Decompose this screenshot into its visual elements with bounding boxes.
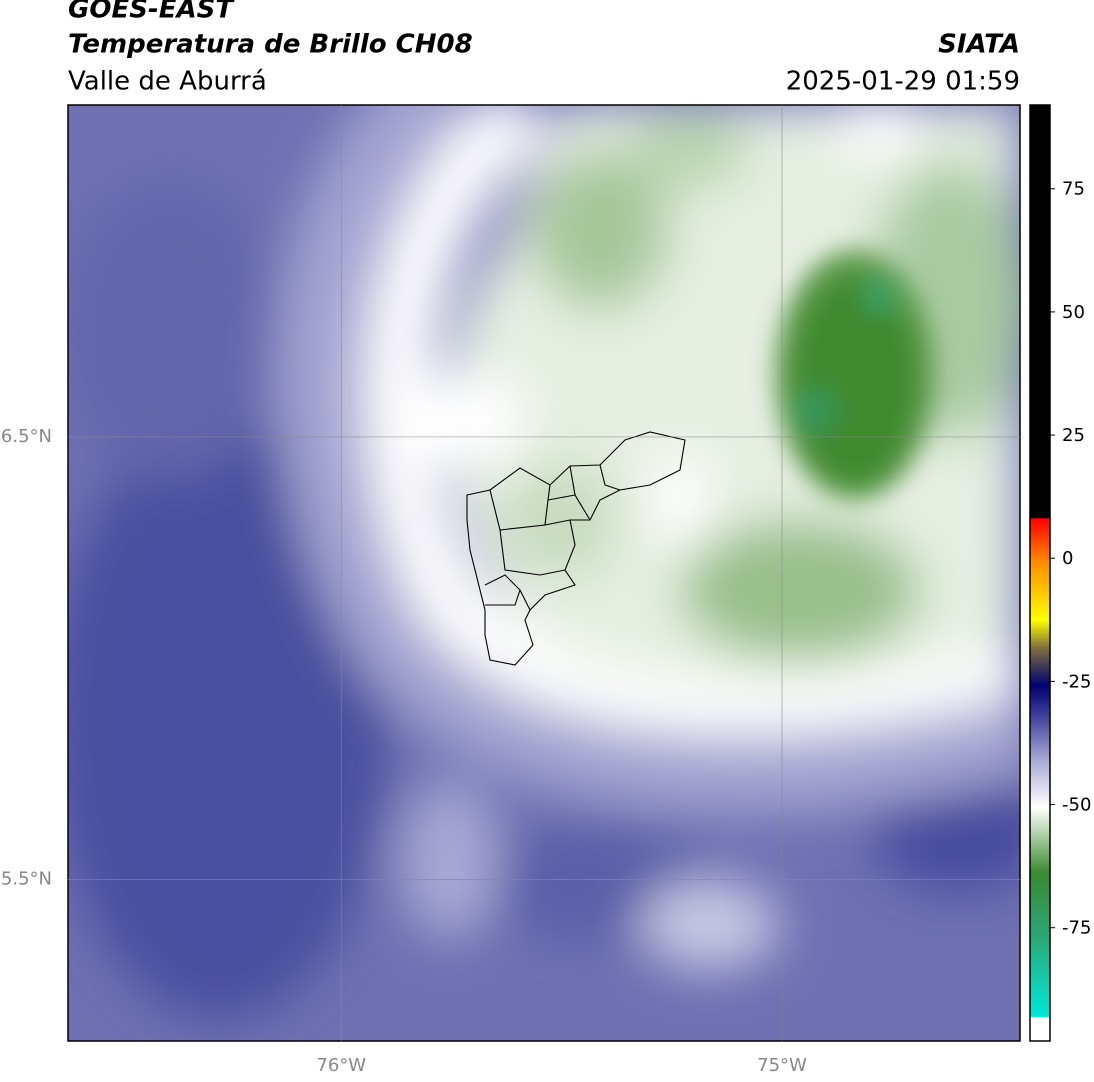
colorbar-tick-label: -50 [1062, 795, 1091, 816]
lon-tick-label: 76°W [316, 1055, 366, 1076]
axes: 76°W 75°W 6.5°N 5.5°N 75 50 25 0 -25 -50 -75 [1, 105, 1091, 1076]
colorbar-tick-label: 25 [1062, 425, 1085, 446]
colorbar-tick-label: -75 [1062, 918, 1091, 939]
product: Temperatura de Brillo CH08 [68, 30, 473, 60]
map-frame [67, 104, 1021, 1042]
satellite: GOES-EAST [68, 0, 235, 25]
source: SIATA [938, 30, 1020, 60]
colorbar-tick-label: 0 [1062, 548, 1073, 569]
lat-tick-label: 6.5°N [1, 426, 52, 447]
colorbar-tick-label: -25 [1062, 671, 1091, 692]
datetime: 2025-01-29 01:59 [786, 67, 1020, 97]
colorbar [1029, 104, 1051, 1042]
lon-tick-label: 75°W [757, 1055, 807, 1076]
satellite-image [68, 105, 1020, 1041]
region: Valle de Aburrá [68, 67, 267, 97]
colorbar-tick-label: 50 [1062, 302, 1085, 323]
colorbar-tick-label: 75 [1062, 179, 1085, 200]
valle-aburra-outline [466, 431, 686, 666]
lat-tick-label: 5.5°N [1, 868, 52, 889]
